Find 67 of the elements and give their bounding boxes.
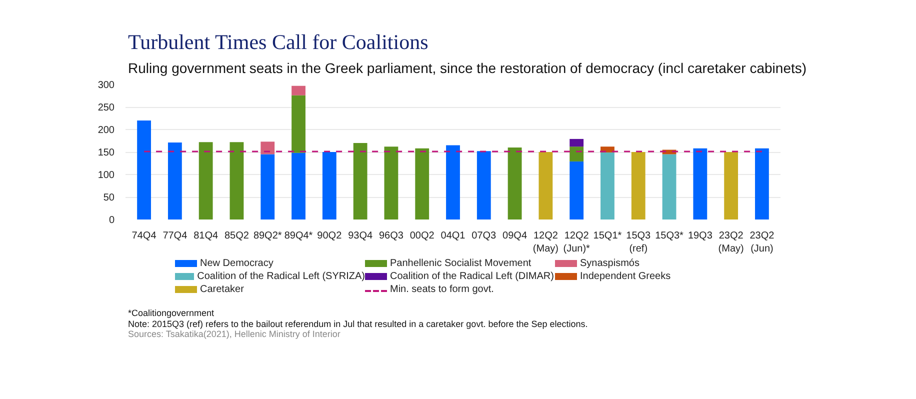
- bar: [538, 152, 553, 220]
- bar: [570, 162, 584, 220]
- bar: [384, 146, 398, 220]
- bar: [476, 151, 491, 220]
- bar: [260, 154, 275, 220]
- x-tick-label: 00Q2: [410, 230, 435, 242]
- legend-label: Independent Greeks: [580, 270, 671, 284]
- source-note: Sources: Tsakatika(2021), Hellenic Ministry of Interior: [128, 328, 340, 340]
- legend-label: Coalition of the Radical Left (SYRIZA): [197, 270, 365, 284]
- bar: [631, 152, 646, 220]
- y-tick-label: 0: [108, 215, 115, 226]
- x-tick-label: 09Q4: [502, 230, 528, 242]
- x-tick-label: 23Q2 (Jun): [750, 230, 775, 255]
- bar: [260, 142, 275, 154]
- text: *Coalitiongovernment: [128, 308, 214, 319]
- bar: [415, 148, 430, 220]
- x-tick-label: 15Q3 (ref): [626, 230, 652, 255]
- bar: [292, 153, 306, 220]
- y-tick-label: 50: [103, 192, 115, 204]
- x-tick-label: 23Q2 (May): [718, 230, 744, 255]
- x-tick-label: 12Q2 (Jun)*: [563, 230, 590, 255]
- x-tick-label: 07Q3: [472, 230, 497, 242]
- bar: [292, 96, 306, 154]
- legend-label: New Democracy: [200, 256, 274, 271]
- bar: [353, 143, 368, 220]
- chart-subtitle: Ruling government seats in the Greek parliament, since the restoration of democracy (incl caretaker cabinets): [128, 60, 807, 76]
- bar: [230, 142, 244, 220]
- bar: [508, 148, 522, 220]
- y-tick-label: 100: [98, 170, 115, 182]
- x-tick-label: 04Q1: [440, 230, 466, 242]
- x-tick-label: 93Q4: [348, 230, 373, 242]
- x-tick-label: 85Q2: [224, 230, 250, 242]
- legend-label: Synaspismós: [580, 256, 640, 271]
- x-tick-label: 89Q4*: [284, 230, 313, 242]
- chart-title: Turbulent Times Call for Coalitions: [128, 30, 428, 54]
- legend-label: Coalition of the Radical Left (DIMAR): [390, 270, 554, 284]
- y-tick-label: 150: [98, 148, 115, 159]
- y-tick-label: 300: [98, 80, 115, 92]
- bar: [600, 152, 614, 220]
- bar: [198, 142, 213, 220]
- x-tick-label: 81Q4: [194, 230, 218, 242]
- x-tick-label: 12Q2 (May): [532, 230, 558, 255]
- x-tick-label: 77Q4: [162, 230, 188, 242]
- bar: [137, 120, 151, 220]
- x-tick-label: 15Q3*: [655, 230, 684, 242]
- x-tick-label: 96Q3: [378, 230, 404, 242]
- legend-label: Caretaker: [200, 282, 244, 297]
- text: Note: 2015Q3 (ref) refers to the bailout referendum in Jul that resulted in a caretaker govt. before the Sep elections.: [128, 318, 588, 329]
- bar: [724, 152, 738, 220]
- x-tick-label: 74Q4: [132, 230, 157, 242]
- bar: [693, 148, 708, 220]
- x-tick-label: 15Q1*: [593, 230, 622, 242]
- legend-label: Min. seats to form govt.: [390, 282, 494, 297]
- bar: [662, 154, 676, 220]
- bar: [446, 145, 460, 220]
- bar: [322, 152, 336, 220]
- bar: [755, 148, 769, 220]
- bar: [570, 146, 584, 162]
- x-tick-label: 89Q2*: [253, 230, 282, 242]
- y-tick-label: 250: [98, 102, 115, 114]
- bar: [292, 86, 306, 96]
- bar: [570, 139, 584, 147]
- x-tick-label: 19Q3: [688, 230, 713, 242]
- x-tick-label: 90Q2: [317, 230, 342, 242]
- legend-label: Panhellenic Socialist Movement: [390, 256, 532, 271]
- y-tick-label: 200: [98, 125, 115, 136]
- bar: [168, 142, 182, 220]
